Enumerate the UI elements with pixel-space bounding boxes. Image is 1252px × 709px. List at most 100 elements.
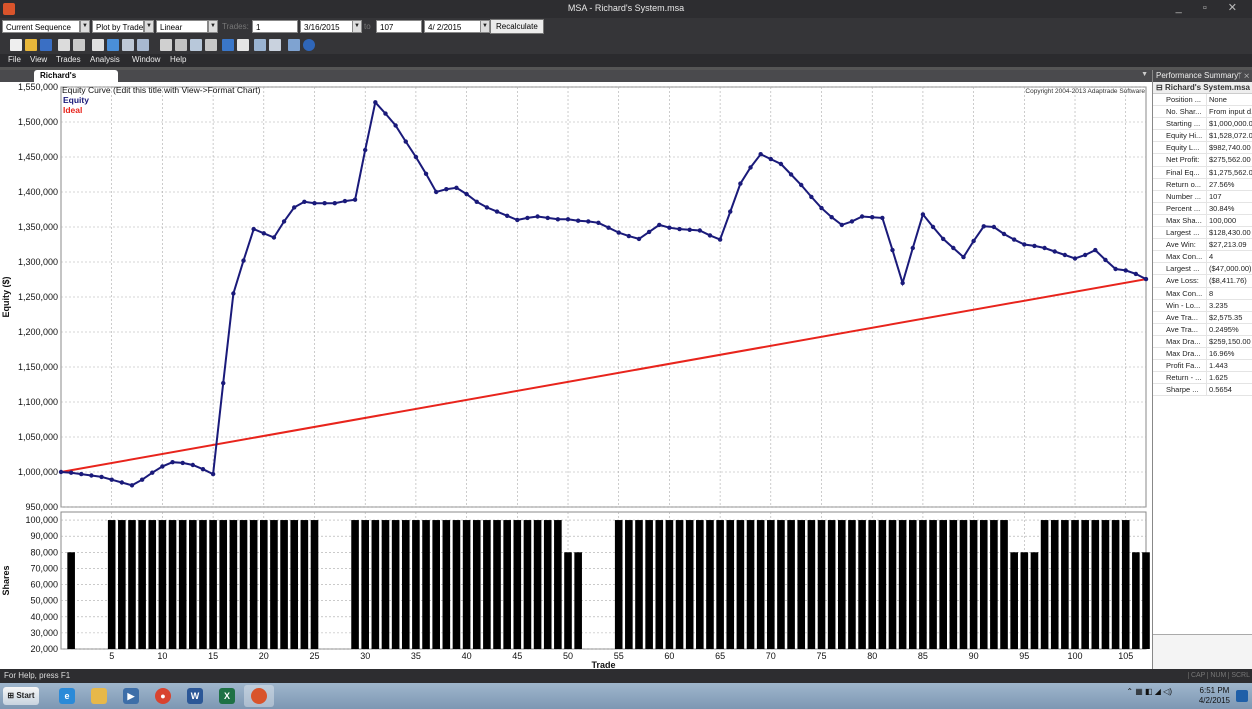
tile-icon[interactable]	[222, 39, 234, 51]
shares-y-tick-label: 90,000	[30, 531, 58, 541]
shares-bar	[898, 520, 907, 649]
shares-y-tick-label: 80,000	[30, 547, 58, 557]
summary-row[interactable]: Ave Tra... 0.2495%	[1153, 323, 1252, 336]
table-icon[interactable]	[122, 39, 134, 51]
menu-window[interactable]: Window	[132, 55, 161, 64]
date-to-dropdown-icon[interactable]: ▼	[480, 20, 490, 33]
search-icon[interactable]	[288, 39, 300, 51]
equity-point	[312, 201, 317, 206]
menu-trades[interactable]: Trades	[56, 55, 81, 64]
summary-row[interactable]: Profit Fa... 1.443	[1153, 360, 1252, 373]
tray-icons[interactable]: ⌃ ▦ ◧ ◢ ◁)	[1126, 687, 1172, 696]
app-icon[interactable]	[3, 3, 15, 15]
summary-row[interactable]: Largest ... ($47,000.00)	[1153, 263, 1252, 276]
summary-root-node[interactable]: ⊟ Richard's System.msa	[1153, 82, 1252, 94]
summary-row[interactable]: Ave Win: $27,213.09	[1153, 239, 1252, 252]
sequence-dropdown-icon[interactable]: ▼	[80, 20, 90, 33]
equity-point	[342, 198, 348, 204]
open-icon[interactable]	[25, 39, 37, 51]
equity-point	[839, 222, 844, 228]
equity-y-axis-label: Equity ($)	[1, 276, 11, 317]
scale-dropdown-icon[interactable]: ▼	[208, 20, 218, 33]
equity-point	[251, 226, 256, 232]
task-chrome[interactable]: ●	[148, 685, 178, 707]
equity-point	[1042, 245, 1047, 251]
summary-row[interactable]: Number ... 107	[1153, 190, 1252, 203]
summary-row[interactable]: Sharpe ... 0.5654	[1153, 384, 1252, 397]
plot-select[interactable]: Plot by Trade	[92, 20, 144, 33]
summary-row[interactable]: Return - ... 1.625	[1153, 372, 1252, 385]
pin-close-icon[interactable]: ᛘ ✕	[1237, 71, 1249, 80]
menu-analysis[interactable]: Analysis	[90, 55, 120, 64]
summary-row[interactable]: Position ... None	[1153, 94, 1252, 107]
format-icon[interactable]	[269, 39, 281, 51]
summary-row[interactable]: Max Con... 4	[1153, 251, 1252, 264]
save-icon[interactable]	[40, 39, 52, 51]
task-explorer[interactable]	[84, 685, 114, 707]
equity-point	[616, 230, 621, 235]
stats-icon[interactable]	[190, 39, 202, 51]
edit-trades-icon[interactable]	[92, 39, 104, 51]
summary-row[interactable]: Ave Loss: ($8,411.76)	[1153, 275, 1252, 288]
chart-icon[interactable]	[107, 39, 119, 51]
report-icon[interactable]	[160, 39, 172, 51]
task-ie[interactable]: e	[52, 685, 82, 707]
menu-file[interactable]: File	[8, 55, 21, 64]
task-msa[interactable]	[244, 685, 274, 707]
menu-view[interactable]: View	[30, 55, 48, 64]
plot-dropdown-icon[interactable]: ▼	[144, 20, 154, 33]
task-media[interactable]: ▶	[116, 685, 146, 707]
pane-lower-area	[1153, 634, 1252, 670]
summary-row[interactable]: Equity Hi...$1,528,072.00	[1153, 130, 1252, 143]
menu-help[interactable]: Help	[170, 55, 187, 64]
zoom-icon[interactable]	[254, 39, 266, 51]
help-icon[interactable]	[303, 39, 315, 51]
summary-row[interactable]: Max Sha... 100,000	[1153, 214, 1252, 228]
summary-row[interactable]: Largest ... $128,430.00	[1153, 227, 1252, 240]
show-desktop-button[interactable]	[1236, 690, 1248, 702]
analysis-icon[interactable]	[175, 39, 187, 51]
trades-to-field[interactable]: 107	[376, 20, 422, 33]
summary-row[interactable]: No. Shar...From input d...	[1153, 106, 1252, 119]
scrl-indicator: SCRL	[1228, 672, 1252, 679]
date-from-field[interactable]: 3/16/2015	[300, 20, 356, 33]
export-icon[interactable]	[73, 39, 85, 51]
scale-select[interactable]: Linear	[156, 20, 208, 33]
task-excel[interactable]: X	[212, 685, 242, 707]
cascade-icon[interactable]	[237, 39, 249, 51]
tab-richards-system[interactable]: Richard's System.msa ×	[34, 70, 118, 92]
shares-bar	[128, 520, 136, 649]
window-controls[interactable]: _ ▫ ✕	[1175, 2, 1246, 14]
task-word[interactable]: W	[180, 685, 210, 707]
summary-row[interactable]: Percent ... 30.84%	[1153, 202, 1252, 215]
recalculate-button[interactable]: Recalculate	[490, 19, 544, 34]
summary-row[interactable]: Equity L... $982,740.00	[1153, 142, 1252, 155]
summary-row[interactable]: Max Dra... 16.96%	[1153, 347, 1252, 361]
summary-row[interactable]: Max Con... 8	[1153, 287, 1252, 300]
shares-y-tick-label: 40,000	[30, 612, 58, 622]
window-icon[interactable]	[137, 39, 149, 51]
summary-value: 8	[1209, 288, 1214, 298]
summary-row[interactable]: Final Eq...$1,275,562.00	[1153, 166, 1252, 179]
grid-icon[interactable]	[205, 39, 217, 51]
start-button[interactable]: ⊞ Start	[3, 687, 39, 705]
shares-bar	[939, 520, 947, 649]
summary-row[interactable]: Net Profit: $275,562.00	[1153, 154, 1252, 167]
date-from-dropdown-icon[interactable]: ▼	[352, 20, 362, 33]
clock[interactable]: 6:51 PM 4/2/2015	[1199, 686, 1230, 706]
shares-bar	[767, 520, 775, 649]
summary-row[interactable]: Max Dra... $259,150.00	[1153, 335, 1252, 348]
date-to-field[interactable]: 4/ 2/2015	[424, 20, 484, 33]
new-icon[interactable]	[10, 39, 22, 51]
summary-row[interactable]: Starting ...$1,000,000.00	[1153, 118, 1252, 131]
equity-point	[383, 111, 388, 116]
copy-icon[interactable]	[58, 39, 70, 51]
shares-bar	[199, 520, 207, 649]
summary-row[interactable]: Ave Tra... $2,575.35	[1153, 311, 1252, 324]
tab-list-icon[interactable]: ▼	[1141, 71, 1148, 78]
trades-from-field[interactable]: 1	[252, 20, 298, 33]
summary-row[interactable]: Return o... 27.56%	[1153, 178, 1252, 191]
summary-row[interactable]: Win - Lo... 3.235	[1153, 299, 1252, 312]
sequence-select[interactable]: Current Sequence	[2, 20, 80, 33]
shares-bar	[807, 520, 816, 649]
